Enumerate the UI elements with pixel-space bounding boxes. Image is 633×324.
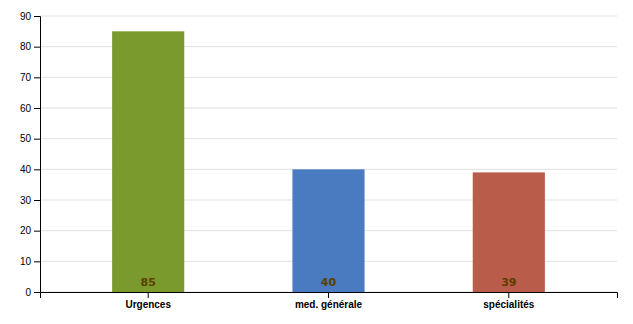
y-tick-mark xyxy=(34,108,40,109)
x-tick-mark xyxy=(148,292,149,298)
data-label: 39 xyxy=(501,276,516,289)
y-axis-line xyxy=(34,17,41,293)
y-tick-mark xyxy=(34,77,40,78)
bar xyxy=(112,31,184,292)
x-tick: spécialités xyxy=(483,292,535,310)
x-axis: Urgences med. générale spécialités xyxy=(41,292,618,310)
y-tick: 60 xyxy=(20,103,40,114)
y-tick-mark xyxy=(34,231,40,232)
y-tick: 20 xyxy=(20,225,40,236)
data-label: 40 xyxy=(321,276,337,289)
y-tick-mark xyxy=(34,169,40,170)
bar xyxy=(473,172,545,292)
x-tick-label: Urgences xyxy=(125,299,171,310)
y-tick-label: 90 xyxy=(20,11,32,22)
x-tick: Urgences xyxy=(125,292,171,310)
data-labels: 85 40 39 xyxy=(141,276,517,289)
y-tick-mark xyxy=(34,261,40,262)
y-tick-label: 20 xyxy=(20,225,32,236)
y-tick-label: 80 xyxy=(20,41,32,52)
y-tick: 30 xyxy=(20,195,40,206)
y-tick: 0 xyxy=(25,287,40,298)
y-tick-mark xyxy=(34,292,40,293)
data-label: 85 xyxy=(141,276,156,289)
y-tick: 90 xyxy=(20,11,40,22)
bars xyxy=(112,31,545,292)
x-tick-mark xyxy=(508,292,509,298)
plot-area: 0 10 20 30 40 50 60 70 80 90 Urgences med. générale… xyxy=(20,11,618,310)
bar xyxy=(292,169,364,292)
y-tick-label: 60 xyxy=(20,103,32,114)
y-tick-mark xyxy=(34,16,40,17)
x-tick-label: spécialités xyxy=(483,299,535,310)
grid-line xyxy=(40,16,617,17)
y-tick-mark xyxy=(34,139,40,140)
y-axis: 0 10 20 30 40 50 60 70 80 90 xyxy=(20,11,41,298)
y-tick-mark xyxy=(34,200,40,201)
y-tick-mark xyxy=(34,47,40,48)
y-tick-label: 30 xyxy=(20,195,32,206)
y-tick-label: 0 xyxy=(25,287,31,298)
chart-container: 0 10 20 30 40 50 60 70 80 90 Urgences med. générale… xyxy=(0,0,633,324)
y-tick: 10 xyxy=(20,256,40,267)
chart-svg: 0 10 20 30 40 50 60 70 80 90 Urgences med. générale… xyxy=(0,0,633,324)
x-tick-label: med. générale xyxy=(295,299,363,310)
y-tick-label: 70 xyxy=(20,72,32,83)
y-tick: 40 xyxy=(20,164,40,175)
x-tick: med. générale xyxy=(295,292,363,310)
y-tick-label: 10 xyxy=(20,256,32,267)
y-tick: 50 xyxy=(20,133,40,144)
y-tick: 70 xyxy=(20,72,40,83)
y-tick-label: 40 xyxy=(20,164,32,175)
x-tick-mark xyxy=(328,292,329,298)
y-tick: 80 xyxy=(20,41,40,52)
grid xyxy=(40,16,617,292)
x-axis-line xyxy=(41,293,618,299)
y-tick-label: 50 xyxy=(20,133,32,144)
